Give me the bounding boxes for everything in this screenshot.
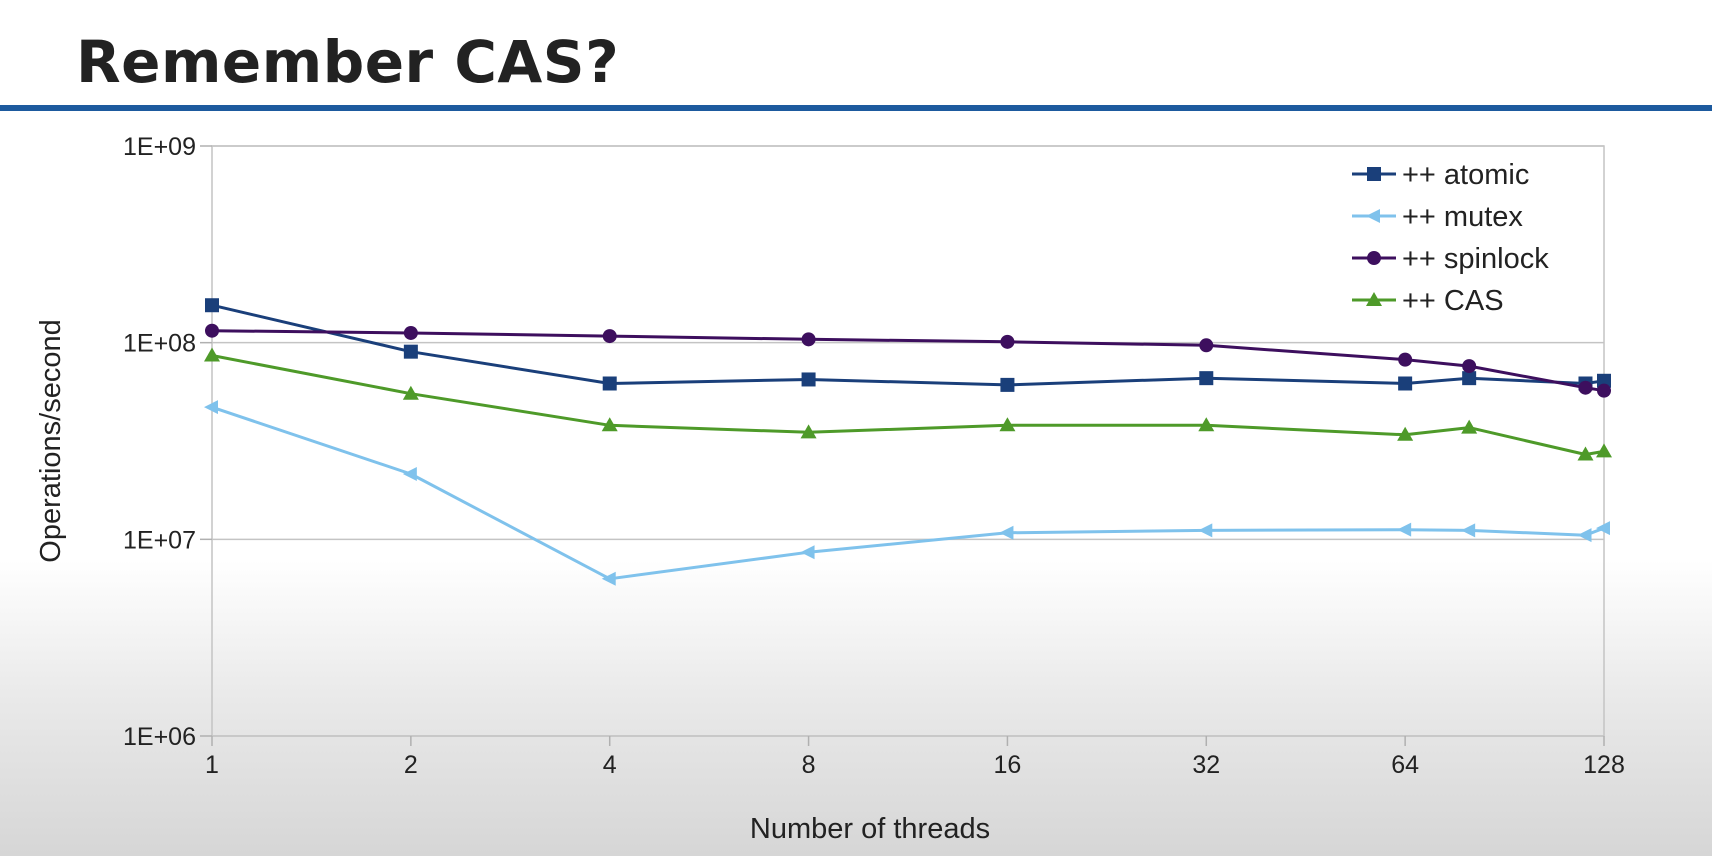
x-tick-label: 128 — [1583, 751, 1625, 779]
x-axis-title: Number of threads — [750, 813, 990, 845]
data-point-cas — [1461, 419, 1478, 434]
data-point-atomic — [205, 298, 219, 313]
data-point-cas — [1596, 443, 1612, 458]
data-point-spinlock — [205, 323, 219, 338]
data-point-mutex — [800, 545, 815, 560]
y-axis-title: Operations/second — [35, 319, 67, 562]
data-point-cas — [999, 417, 1016, 432]
data-point-mutex — [1198, 523, 1213, 538]
legend-marker — [1366, 209, 1380, 223]
data-point-cas — [1198, 417, 1215, 432]
x-tick-label: 32 — [1192, 751, 1220, 779]
data-point-spinlock — [1199, 338, 1214, 353]
legend-label: ++ atomic — [1402, 159, 1529, 191]
chart-axes: 1E+06 1E+07 1E+08 1E+09 1 2 4 8 16 32 64 128 Number … — [35, 133, 1625, 845]
data-point-spinlock — [1398, 352, 1413, 367]
data-point-mutex — [1596, 521, 1610, 536]
y-tick-label: 1E+06 — [123, 723, 196, 751]
legend-marker — [1366, 292, 1382, 306]
data-point-spinlock — [403, 325, 418, 340]
title-rule — [0, 105, 1712, 111]
data-point-mutex — [1397, 522, 1412, 537]
data-point-atomic — [1000, 377, 1015, 392]
plot-frame — [211, 145, 1605, 737]
data-point-mutex — [1461, 523, 1476, 538]
data-point-mutex — [999, 525, 1014, 540]
chart-series — [204, 298, 1612, 586]
data-point-spinlock — [801, 332, 816, 347]
x-tick-label: 8 — [802, 751, 816, 779]
data-point-cas — [1577, 446, 1594, 461]
data-point-atomic — [801, 372, 816, 387]
data-point-cas — [601, 417, 618, 432]
series-line-spinlock — [211, 329, 1605, 393]
data-point-cas — [1397, 426, 1414, 441]
data-point-atomic — [403, 344, 418, 359]
data-point-spinlock — [602, 329, 617, 344]
legend-marker — [1367, 251, 1381, 265]
series-line-atomic — [211, 303, 1605, 387]
y-tick-label: 1E+09 — [123, 133, 196, 161]
series-mutex — [204, 400, 1610, 586]
legend-item-mutex: ++ mutex — [1352, 201, 1523, 233]
legend-item-spinlock: ++ spinlock — [1352, 243, 1549, 275]
x-tick-label: 1 — [205, 751, 219, 779]
y-tick-label: 1E+07 — [123, 526, 196, 554]
data-point-cas — [800, 424, 817, 439]
x-tick-label: 16 — [994, 751, 1022, 779]
legend-marker — [1367, 167, 1381, 181]
legend-label: ++ CAS — [1402, 285, 1504, 317]
data-point-mutex — [601, 571, 616, 586]
data-point-spinlock — [1578, 380, 1593, 395]
series-atomic — [205, 298, 1611, 392]
data-point-cas — [204, 347, 220, 362]
data-point-spinlock — [1597, 383, 1611, 398]
data-point-mutex — [204, 400, 218, 415]
data-point-atomic — [1398, 376, 1413, 391]
y-tick-label: 1E+08 — [123, 330, 196, 358]
x-tick-label: 4 — [603, 751, 617, 779]
slide-title: Remember CAS? — [76, 28, 620, 96]
chart-legend: ++ atomic ++ mutex ++ spinlock ++ CAS — [1352, 159, 1549, 317]
data-point-spinlock — [1462, 359, 1477, 374]
data-point-atomic — [1597, 373, 1611, 388]
x-tick-label: 2 — [404, 751, 418, 779]
data-point-atomic — [1462, 371, 1477, 386]
series-line-mutex — [211, 405, 1605, 581]
series-line-cas — [211, 354, 1605, 456]
data-point-mutex — [402, 466, 417, 481]
data-point-atomic — [602, 376, 617, 391]
chart-grid — [211, 145, 1605, 737]
data-point-mutex — [1577, 528, 1592, 543]
data-point-cas — [402, 385, 419, 400]
legend-label: ++ spinlock — [1402, 243, 1549, 275]
data-point-spinlock — [1000, 334, 1015, 349]
data-point-atomic — [1199, 371, 1214, 386]
legend-label: ++ mutex — [1402, 201, 1523, 233]
x-tick-label: 64 — [1391, 751, 1419, 779]
series-spinlock — [205, 323, 1611, 398]
legend-item-atomic: ++ atomic — [1352, 159, 1529, 191]
legend-item-cas: ++ CAS — [1352, 285, 1504, 317]
series-cas — [204, 347, 1612, 461]
